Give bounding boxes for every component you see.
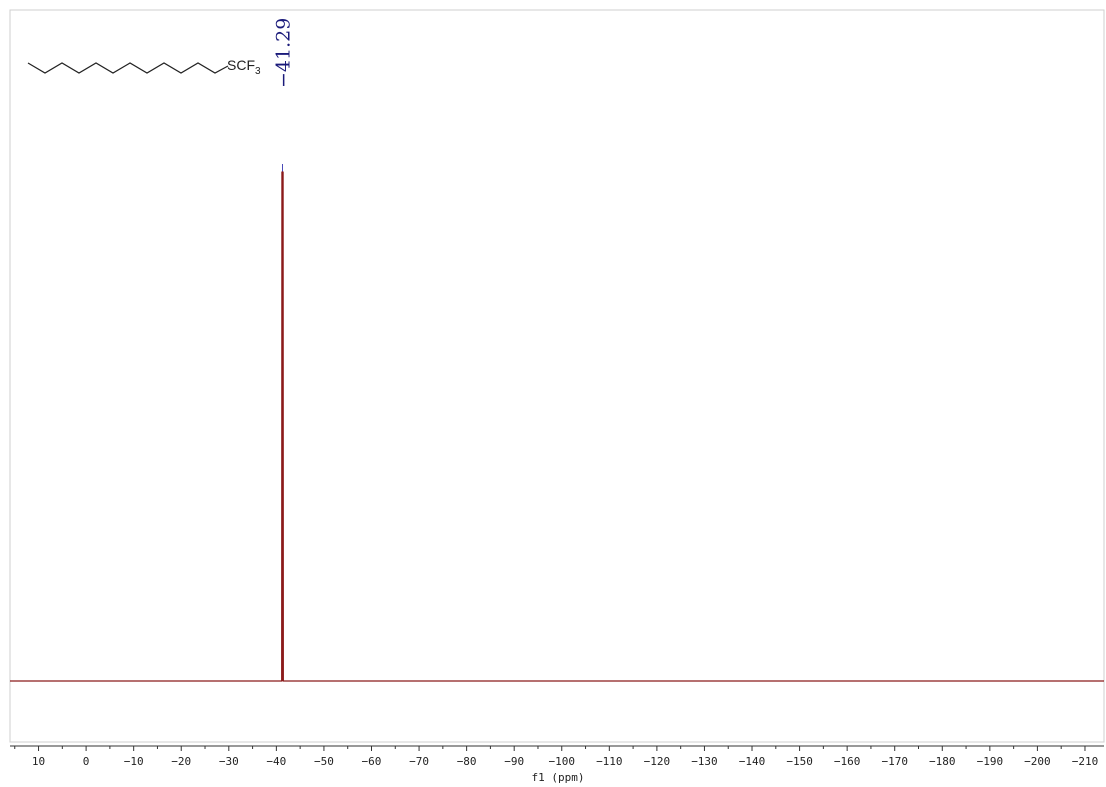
x-tick-label: 0 [83,755,90,768]
x-tick-label: −140 [739,755,766,768]
x-tick-label: −190 [977,755,1004,768]
molecule-structure: SCF3 [27,57,261,77]
x-tick-label: −70 [409,755,429,768]
plot-frame [9,9,1105,743]
x-tick-label: −200 [1024,755,1051,768]
x-tick-label: −90 [504,755,524,768]
x-tick-label: −40 [266,755,286,768]
x-tick-label: −50 [314,755,334,768]
x-tick-label: −80 [457,755,477,768]
x-tick-label: −160 [834,755,861,768]
formula-main: SCF [227,57,255,73]
x-tick-label: −110 [596,755,623,768]
x-tick-label: −150 [786,755,813,768]
structure-formula: SCF3 [227,57,261,77]
x-tick-label: −120 [644,755,671,768]
x-tick-label: 10 [32,755,45,768]
x-tick-label: −60 [362,755,382,768]
peak-label: −41.29 [273,18,295,88]
spectrum [10,171,1104,682]
peak-signal [281,172,284,681]
peak-labels: −41.29 [273,18,295,172]
x-tick-label: −10 [124,755,144,768]
x-tick-label: −20 [171,755,191,768]
formula-subscript: 3 [255,66,261,77]
x-tick-label: −100 [549,755,576,768]
x-tick-label: −180 [929,755,956,768]
spectrum-line [10,171,1104,682]
x-tick-label: −170 [881,755,908,768]
x-axis: 10 0 −10 −20 −30 −40 −50 −60 −70 −80 −90 −100 −110 −1… [10,745,1104,768]
x-tick-label: −130 [691,755,718,768]
alkyl-chain [27,62,229,74]
x-tick-label: −30 [219,755,239,768]
x-tick-label: −210 [1072,755,1099,768]
x-axis-label: f1 (ppm) [532,771,585,784]
